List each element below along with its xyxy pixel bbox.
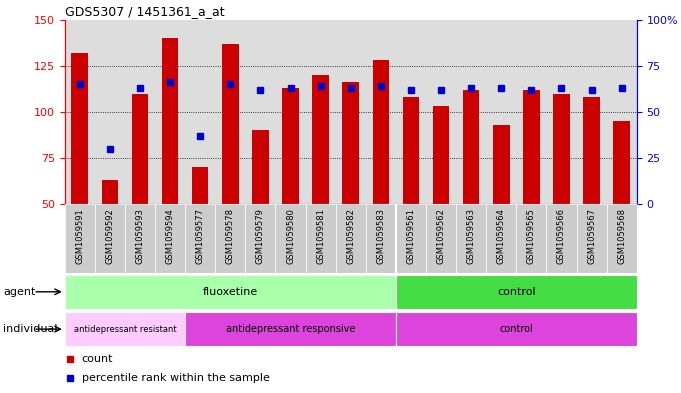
Bar xyxy=(584,97,600,204)
Text: GSM1059594: GSM1059594 xyxy=(165,208,174,264)
Bar xyxy=(493,125,509,204)
Text: GSM1059581: GSM1059581 xyxy=(316,208,325,264)
Bar xyxy=(313,75,329,204)
Bar xyxy=(396,275,637,309)
Text: GSM1059582: GSM1059582 xyxy=(346,208,355,264)
Text: percentile rank within the sample: percentile rank within the sample xyxy=(82,373,270,382)
Text: GSM1059591: GSM1059591 xyxy=(75,208,84,264)
Text: GSM1059578: GSM1059578 xyxy=(226,208,235,264)
Text: antidepressant resistant: antidepressant resistant xyxy=(74,325,176,334)
Text: GSM1059583: GSM1059583 xyxy=(377,208,385,264)
Text: count: count xyxy=(82,354,113,364)
Text: GSM1059577: GSM1059577 xyxy=(195,208,205,264)
Bar xyxy=(373,60,389,204)
Text: control: control xyxy=(497,287,536,297)
Text: GSM1059580: GSM1059580 xyxy=(286,208,295,264)
Text: GSM1059567: GSM1059567 xyxy=(587,208,596,264)
Text: GSM1059562: GSM1059562 xyxy=(437,208,445,264)
Bar xyxy=(432,107,449,204)
Bar xyxy=(131,94,148,204)
Bar xyxy=(546,204,577,273)
Bar xyxy=(577,204,607,273)
Bar xyxy=(516,204,546,273)
Text: GSM1059593: GSM1059593 xyxy=(136,208,144,264)
Bar xyxy=(426,204,456,273)
Bar xyxy=(366,204,396,273)
Bar xyxy=(162,38,178,204)
Bar xyxy=(607,204,637,273)
Bar xyxy=(192,167,208,204)
Bar xyxy=(101,180,118,204)
Bar xyxy=(523,90,539,204)
Text: control: control xyxy=(499,324,533,334)
Bar xyxy=(65,275,396,309)
Text: GSM1059579: GSM1059579 xyxy=(256,208,265,264)
Bar xyxy=(155,204,185,273)
Text: antidepressant responsive: antidepressant responsive xyxy=(226,324,355,334)
Bar xyxy=(486,204,516,273)
Bar xyxy=(614,121,630,204)
Text: GSM1059566: GSM1059566 xyxy=(557,208,566,264)
Bar xyxy=(343,83,359,204)
Bar xyxy=(65,312,185,346)
Bar xyxy=(396,204,426,273)
Bar xyxy=(95,204,125,273)
Bar xyxy=(185,312,396,346)
Bar xyxy=(553,94,570,204)
Bar xyxy=(275,204,306,273)
Bar xyxy=(65,204,95,273)
Bar xyxy=(185,204,215,273)
Bar xyxy=(463,90,479,204)
Text: agent: agent xyxy=(3,287,36,297)
Bar xyxy=(402,97,419,204)
Bar xyxy=(215,204,245,273)
Text: GSM1059561: GSM1059561 xyxy=(407,208,415,264)
Bar xyxy=(252,130,269,204)
Bar xyxy=(72,53,88,204)
Bar xyxy=(222,44,238,204)
Bar xyxy=(282,88,299,204)
Text: GDS5307 / 1451361_a_at: GDS5307 / 1451361_a_at xyxy=(65,5,224,18)
Text: GSM1059563: GSM1059563 xyxy=(466,208,475,264)
Bar xyxy=(306,204,336,273)
Bar xyxy=(125,204,155,273)
Text: GSM1059564: GSM1059564 xyxy=(496,208,506,264)
Bar xyxy=(396,312,637,346)
Text: individual: individual xyxy=(3,324,58,334)
Text: GSM1059592: GSM1059592 xyxy=(106,208,114,264)
Bar xyxy=(245,204,275,273)
Text: GSM1059568: GSM1059568 xyxy=(617,208,627,264)
Text: GSM1059565: GSM1059565 xyxy=(527,208,536,264)
Text: fluoxetine: fluoxetine xyxy=(203,287,258,297)
Bar xyxy=(336,204,366,273)
Bar xyxy=(456,204,486,273)
